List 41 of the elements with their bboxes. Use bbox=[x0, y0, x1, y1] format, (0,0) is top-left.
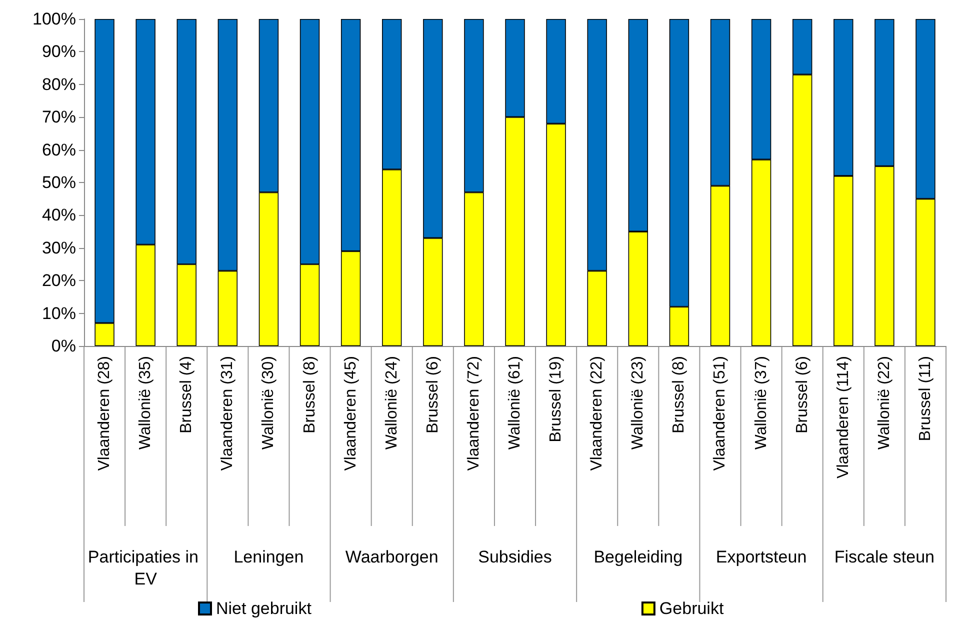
x-tick-label: Wallonië (23) bbox=[630, 356, 647, 450]
x-tick-label: Wallonië (35) bbox=[137, 356, 154, 450]
y-tick-label: 50% bbox=[42, 173, 76, 192]
text: Begeleiding bbox=[594, 548, 683, 566]
x-tick-label: Brussel (6) bbox=[424, 356, 442, 434]
x-tick-label: Brussel (8) bbox=[670, 356, 688, 434]
text: Exportsteun bbox=[716, 548, 807, 566]
x-tick-label: Brussel (11) bbox=[916, 356, 934, 442]
x-tick-label: Brussel (4) bbox=[178, 356, 196, 434]
y-tick-label: 30% bbox=[42, 238, 76, 258]
x-tick-label: Brussel (19) bbox=[548, 356, 565, 442]
x-tick-label: Vlaanderen (114) bbox=[834, 356, 852, 478]
text: Participaties in EV bbox=[88, 548, 204, 588]
y-tick-label: 20% bbox=[42, 271, 76, 290]
x-tick-label: Wallonië (22) bbox=[876, 356, 893, 450]
y-tick-label: 0% bbox=[51, 336, 76, 356]
y-tick-label: 40% bbox=[42, 206, 76, 225]
x-tick-label: Vlaanderen (51) bbox=[712, 356, 729, 471]
y-tick-label: 80% bbox=[42, 74, 76, 94]
y-tick-label: 100% bbox=[32, 10, 76, 28]
x-tick-label: Wallonië (24) bbox=[383, 356, 400, 450]
x-tick-label: Vlaanderen (22) bbox=[588, 356, 606, 471]
y-tick-label: 70% bbox=[42, 108, 76, 127]
y-tick-label: 60% bbox=[42, 140, 76, 160]
legend-label: Gebruikt bbox=[659, 599, 724, 618]
y-tick-label: 90% bbox=[42, 42, 76, 62]
text: Subsidies bbox=[478, 548, 552, 566]
y-tick-label: 10% bbox=[42, 304, 76, 323]
text: Waarborgen bbox=[345, 548, 438, 566]
x-tick-label: Wallonië (61) bbox=[506, 356, 524, 450]
text: Leningen bbox=[234, 548, 304, 566]
text: Fiscale steun bbox=[834, 548, 935, 566]
x-tick-label: Brussel (6) bbox=[794, 356, 811, 434]
x-tick-label: Wallonië (37) bbox=[752, 356, 770, 450]
x-tick-label: Brussel (8) bbox=[301, 356, 318, 434]
legend-label: Niet gebruikt bbox=[216, 599, 312, 618]
x-tick-label: Vlaanderen (45) bbox=[342, 356, 360, 471]
x-tick-label: Vlaanderen (31) bbox=[219, 356, 236, 471]
x-tick-label: Vlaanderen (28) bbox=[96, 356, 114, 471]
x-tick-label: Wallonië (30) bbox=[260, 356, 278, 450]
x-tick-label: Vlaanderen (72) bbox=[465, 356, 482, 471]
